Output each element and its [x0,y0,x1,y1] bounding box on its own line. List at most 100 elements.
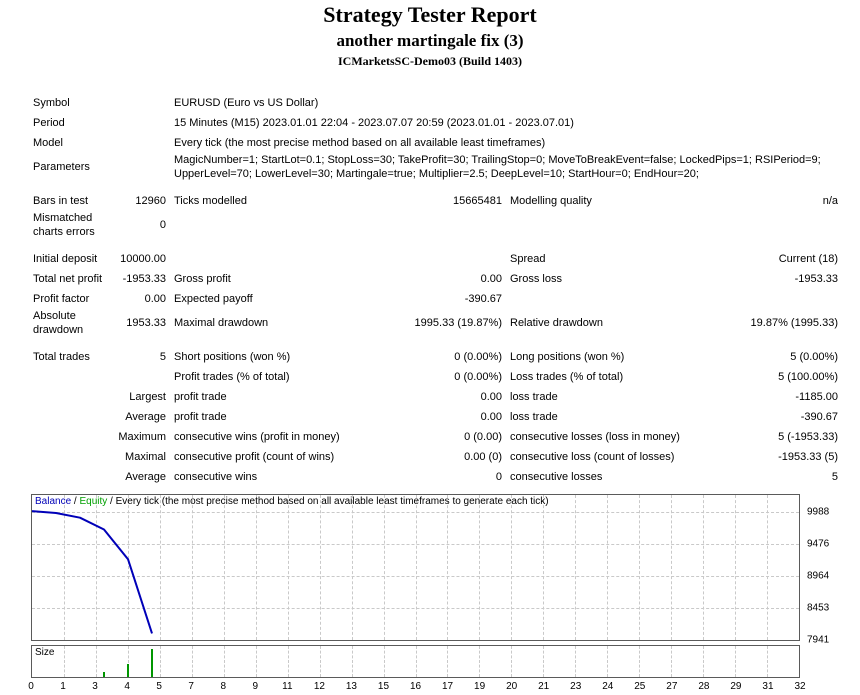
stat-value: -1953.33 [562,272,838,286]
stat-value: 0 (0.00) [340,430,502,444]
label-cell: Period [33,116,166,130]
stat-value: 0.00 (0) [334,450,502,464]
y-tick-label: 9476 [807,538,829,549]
report-row: Profit factor0.00Expected payoff-390.67 [33,289,838,309]
stat-value: 5 [602,470,838,484]
stat-value: -1953.33 [102,272,166,286]
stat-value: Current (18) [545,252,838,266]
stat-label: Expected payoff [174,292,253,306]
label-cell: Symbol [33,96,166,110]
stat-cell-group: consecutive losses (loss in money)5 (-19… [510,430,838,444]
x-tick-label: 3 [92,681,98,692]
report-header: Strategy Tester Report another martingal… [0,0,860,69]
stats-section: Bars in test12960Ticks modelled15665481M… [33,191,838,487]
stat-value: 0.00 [227,390,502,404]
size-pane-label: Size [35,647,54,658]
report-row: Averageconsecutive wins0consecutive loss… [33,467,838,487]
stat-value: 15665481 [247,194,502,208]
legend-separator: / [107,496,115,507]
v-gridline [384,646,385,677]
stat-value: Maximal [33,450,166,464]
info-value: Every tick (the most precise method base… [174,136,838,150]
y-tick-label: 7941 [807,635,829,646]
v-gridline [703,646,704,677]
report-row: Total net profit-1953.33Gross profit0.00… [33,269,838,289]
label-cell: Model [33,136,166,150]
x-tick-label: 4 [124,681,130,692]
stat-cell-group: Loss trades (% of total)5 (100.00%) [510,370,838,384]
info-section: SymbolEURUSD (Euro vs US Dollar) Period 15… [33,93,838,181]
stat-cell-group: Initial deposit10000.00 [33,252,166,266]
stat-value: 5 (0.00%) [624,350,838,364]
stat-value: Average [33,410,166,424]
stat-label: Mismatched charts errors [33,211,117,239]
stat-value: 19.87% (1995.33) [603,316,838,330]
x-tick-label: 24 [602,681,613,692]
stat-value: -1953.33 (5) [674,450,838,464]
stat-cell-group: Maximum [33,430,166,444]
x-tick-label: 17 [442,681,453,692]
report-row: Bars in test12960Ticks modelled15665481M… [33,191,838,211]
stat-cell-group: profit trade0.00 [174,390,502,404]
v-gridline [479,646,480,677]
stat-cell-group: profit trade0.00 [174,410,502,424]
stat-cell-group: loss trade-1185.00 [510,390,838,404]
v-gridline [447,646,448,677]
stat-label: consecutive losses (loss in money) [510,430,680,444]
x-tick-label: 5 [156,681,162,692]
stat-label: consecutive losses [510,470,602,484]
balance-chart: Balance / Equity / Every tick (the most … [31,494,860,695]
x-tick-label: 9 [253,681,259,692]
report-row: Model Every tick (the most precise method… [33,133,838,153]
stat-label: Total net profit [33,272,102,286]
stat-cell-group: Total trades5 [33,350,166,364]
x-tick-label: 23 [570,681,581,692]
stat-cell-group: Short positions (won %)0 (0.00%) [174,350,502,364]
stat-cell-group: Profit trades (% of total)0 (0.00%) [174,370,502,384]
stat-label: Absolute drawdown [33,309,117,337]
stat-label: Maximal drawdown [174,316,268,330]
stat-value: 0 (0.00%) [290,350,502,364]
balance-line-plot [32,495,799,640]
stat-label: Gross loss [510,272,562,286]
v-gridline [543,646,544,677]
stats-group: Total trades5 Short positions (won %)0 (0… [33,347,838,487]
info-label: Period [33,116,65,130]
report-row: SymbolEURUSD (Euro vs US Dollar) [33,93,838,113]
stat-cell-group: Average [33,470,166,484]
stat-label: Gross profit [174,272,231,286]
v-gridline [320,646,321,677]
trade-size-bar [127,664,129,677]
stat-label: profit trade [174,390,227,404]
stat-cell-group: Total net profit-1953.33 [33,272,166,286]
x-tick-label: 28 [698,681,709,692]
v-gridline [511,646,512,677]
x-tick-label: 27 [666,681,677,692]
v-gridline [288,646,289,677]
expert-name: another martingale fix (3) [0,31,860,51]
v-gridline [767,646,768,677]
v-gridline [639,646,640,677]
stat-value: 5 (-1953.33) [680,430,838,444]
report-row: Absolute drawdown1953.33 Maximal drawdown… [33,309,838,337]
x-tick-label: 29 [730,681,741,692]
report-row: Maximumconsecutive wins (profit in money… [33,427,838,447]
x-tick-label: 11 [282,681,292,692]
x-tick-label: 13 [346,681,357,692]
stat-label: Loss trades (% of total) [510,370,623,384]
label-cell: Parameters [33,160,166,174]
stat-value: 0.00 [231,272,502,286]
v-gridline [64,646,65,677]
legend-equity-label: Equity [79,496,107,507]
info-value: 15 Minutes (M15) 2023.01.01 22:04 - 2023… [174,116,838,130]
stat-value: 1953.33 [117,316,166,330]
stat-value: Largest [33,390,166,404]
v-gridline [96,646,97,677]
stat-cell-group: Expected payoff-390.67 [174,292,502,306]
legend-balance-label: Balance [35,496,71,507]
stat-label: consecutive loss (count of losses) [510,450,674,464]
stat-cell-group: Gross profit0.00 [174,272,502,286]
stat-cell-group: Absolute drawdown1953.33 [33,309,166,337]
stat-value: -390.67 [558,410,838,424]
balance-line [32,511,152,633]
